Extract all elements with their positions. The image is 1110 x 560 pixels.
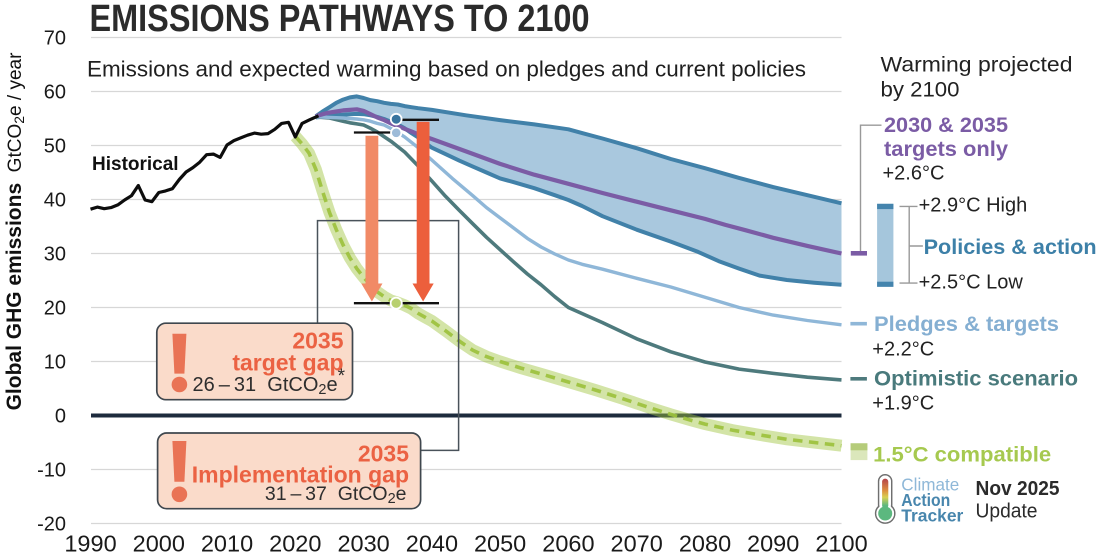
svg-text:50: 50 [44,136,66,158]
svg-text:+2.2°C: +2.2°C [872,339,934,361]
svg-text:Optimistic scenario: Optimistic scenario [874,367,1078,391]
svg-text:2070: 2070 [611,531,663,556]
svg-text:Action: Action [901,490,950,510]
svg-text:0: 0 [55,406,66,428]
svg-text:31 – 37 GtCO2e: 31 – 37 GtCO2e [265,483,407,507]
svg-text:Pledges & targets: Pledges & targets [874,312,1059,336]
svg-text:10: 10 [44,352,66,374]
svg-text:+2.5°C Low: +2.5°C Low [919,272,1024,294]
svg-text:2020: 2020 [269,531,321,556]
svg-text:2030 & 2035: 2030 & 2035 [884,113,1008,137]
svg-text:Update: Update [976,500,1038,523]
svg-text:2100: 2100 [815,531,867,556]
svg-text:Policies & action: Policies & action [924,235,1097,259]
svg-text:20: 20 [44,298,66,320]
svg-text:EMISSIONS PATHWAYS TO 2100: EMISSIONS PATHWAYS TO 2100 [90,0,590,40]
svg-text:Nov 2025: Nov 2025 [976,477,1060,500]
svg-text:1990: 1990 [64,531,116,556]
svg-text:2060: 2060 [542,531,594,556]
svg-text:-10: -10 [37,460,66,482]
svg-text:+2.9°C High: +2.9°C High [919,195,1028,217]
svg-text:2000: 2000 [133,531,185,556]
svg-text:2080: 2080 [679,531,731,556]
svg-text:Warming projected: Warming projected [881,54,1073,77]
svg-text:target gap: target gap [232,350,343,376]
svg-text:+1.9°C: +1.9°C [872,393,934,415]
svg-text:Implementation gap: Implementation gap [192,462,409,488]
svg-text:targets only: targets only [884,137,1008,161]
svg-text:Emissions and expected warming: Emissions and expected warming based on … [87,57,806,82]
svg-text:2035: 2035 [292,328,343,354]
svg-text:2040: 2040 [406,531,458,556]
svg-text:60: 60 [44,82,66,104]
svg-text:Climate: Climate [901,475,959,495]
svg-text:2035: 2035 [358,441,409,467]
svg-text:2090: 2090 [747,531,799,556]
svg-text:2050: 2050 [474,531,526,556]
svg-text:Tracker: Tracker [901,506,963,526]
svg-text:2030: 2030 [337,531,389,556]
svg-text:Global GHG emissions GtCO2e /: Global GHG emissions GtCO2e / year [3,52,27,411]
svg-text:Historical: Historical [92,154,179,175]
svg-text:+2.6°C: +2.6°C [883,163,945,185]
svg-text:30: 30 [44,244,66,266]
svg-text:2010: 2010 [201,531,253,556]
svg-text:70: 70 [44,28,66,50]
svg-text:40: 40 [44,190,66,212]
svg-text:1.5°C compatible: 1.5°C compatible [873,443,1051,467]
svg-text:by 2100: by 2100 [881,79,960,102]
svg-text:-20: -20 [37,514,66,536]
